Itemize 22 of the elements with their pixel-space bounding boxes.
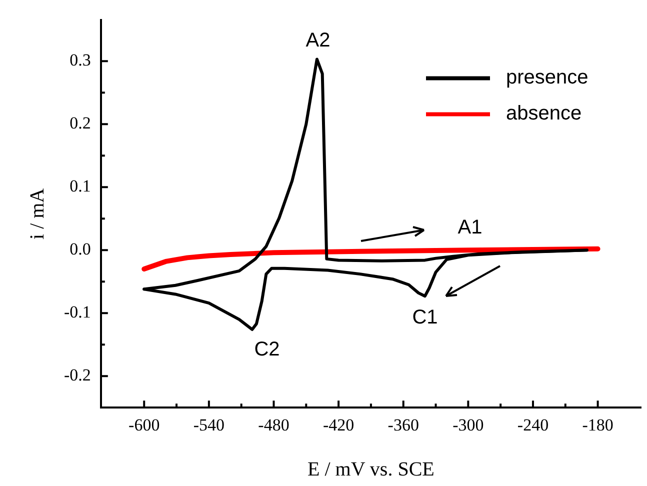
- y-tick-label: 0.1: [70, 176, 91, 196]
- y-tick-label: -0.1: [64, 302, 91, 322]
- annotation: C1: [412, 306, 438, 329]
- annotation: C2: [254, 338, 280, 361]
- y-axis-title: i / mA: [26, 188, 48, 240]
- x-tick-label: -480: [258, 415, 290, 434]
- y-tick-label: 0.3: [70, 50, 91, 70]
- legend-label: presence: [506, 66, 588, 89]
- x-tick-label: -420: [322, 415, 354, 434]
- x-tick-label: -180: [582, 415, 614, 434]
- annotation: A2: [306, 30, 330, 52]
- y-tick-label: 0.2: [70, 114, 91, 133]
- x-tick-label: -540: [193, 415, 225, 434]
- x-tick-label: -300: [452, 415, 484, 434]
- x-axis-title: E / mV vs. SCE: [308, 458, 434, 480]
- x-tick-label: -360: [388, 415, 419, 434]
- annotation: A1: [458, 216, 482, 239]
- x-tick-label: -600: [128, 415, 160, 434]
- x-tick-label: -240: [517, 415, 549, 434]
- y-tick-label: 0.0: [70, 240, 91, 259]
- legend-label: absence: [506, 102, 582, 125]
- y-tick-label: -0.2: [64, 366, 91, 385]
